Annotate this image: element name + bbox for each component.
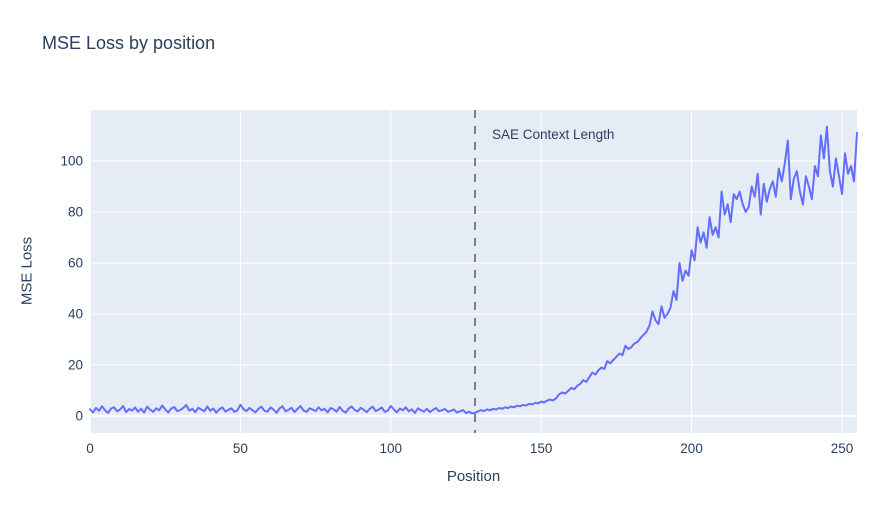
y-tick-label-40: 40 <box>68 306 83 321</box>
y-tick-label-80: 80 <box>68 204 83 219</box>
x-tick-label-100: 100 <box>380 441 403 456</box>
y-tick-label-100: 100 <box>60 153 83 168</box>
x-tick-label-50: 50 <box>233 441 248 456</box>
x-tick-label-0: 0 <box>86 441 94 456</box>
mse-loss-series-line[interactable] <box>89 125 858 415</box>
x-tick-label-200: 200 <box>680 441 703 456</box>
y-tick-label-20: 20 <box>68 357 83 372</box>
y-tick-label-0: 0 <box>75 408 83 423</box>
x-tick-label-150: 150 <box>530 441 553 456</box>
x-tick-label-250: 250 <box>831 441 854 456</box>
plot-background <box>90 110 857 433</box>
y-axis-title: MSE Loss <box>18 236 36 306</box>
sae-context-length-annotation: SAE Context Length <box>492 127 615 142</box>
chart-title: MSE Loss by position <box>42 33 216 53</box>
y-tick-label-60: 60 <box>68 255 83 270</box>
x-axis-title: Position <box>446 468 501 485</box>
